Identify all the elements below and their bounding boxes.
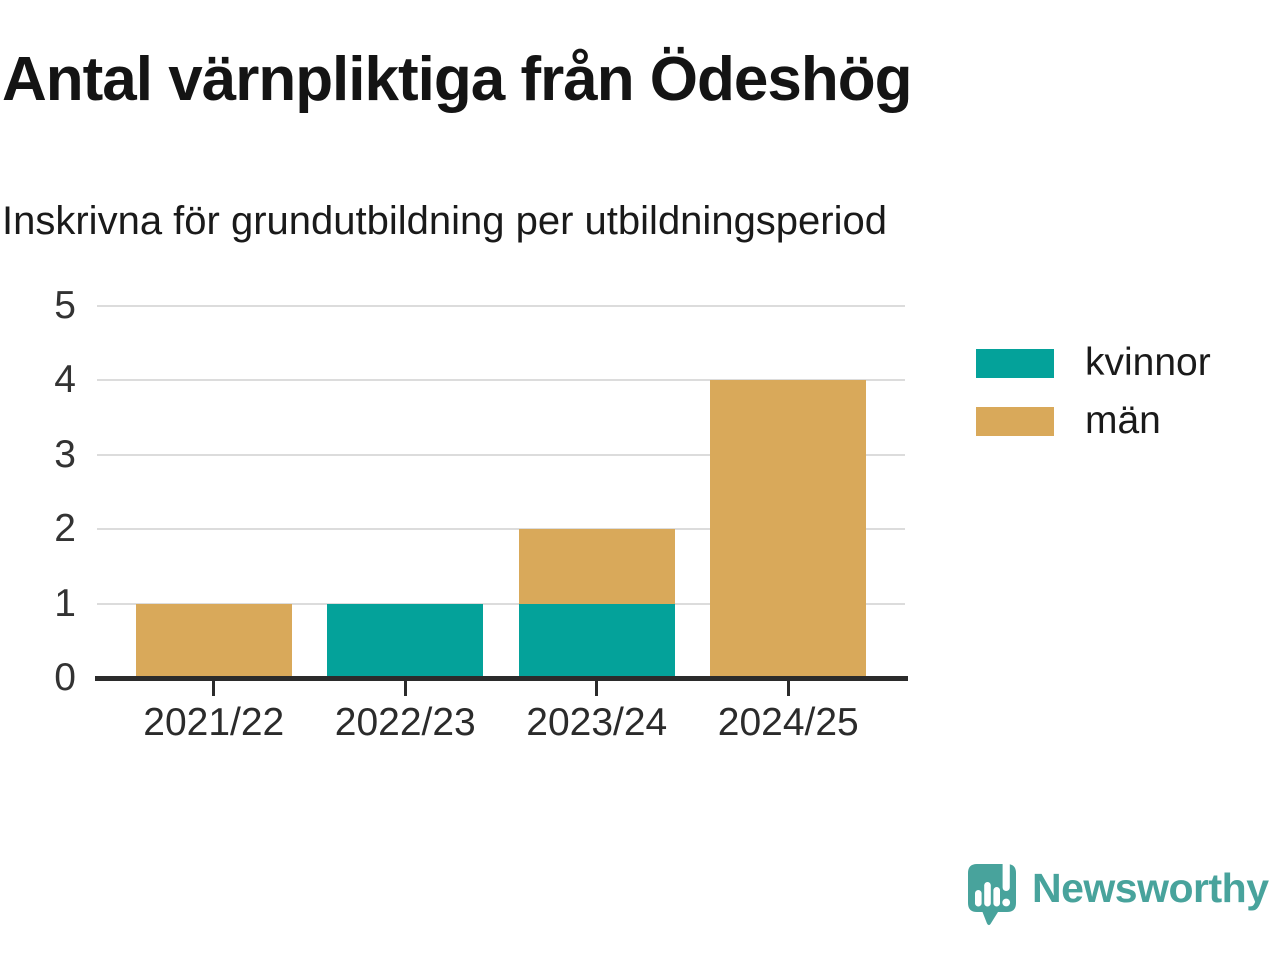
legend-label-män: män xyxy=(1085,399,1161,442)
bar-kvinnor-2022/23 xyxy=(327,603,484,678)
legend-item-män: män xyxy=(976,399,1211,443)
x-tick-2022/23 xyxy=(403,681,407,696)
x-tick-label: 2021/22 xyxy=(143,701,285,744)
x-tick-label: 2024/25 xyxy=(717,701,859,744)
y-tick-label: 2 xyxy=(54,507,76,551)
legend-swatch-kvinnor xyxy=(976,348,1054,378)
gridline-y-3 xyxy=(97,453,905,456)
gridline-y-1 xyxy=(97,602,905,605)
chart-subtitle: Inskrivna för grundutbildning per utbild… xyxy=(2,199,887,243)
gridline-y-4 xyxy=(97,379,905,382)
newsworthy-logo-icon xyxy=(968,860,1016,926)
y-tick-label: 5 xyxy=(54,284,76,327)
bar-män-2023/24 xyxy=(518,529,675,604)
gridline-y-2 xyxy=(97,528,905,531)
bar-män-2024/25 xyxy=(710,380,867,678)
x-tick-2024/25 xyxy=(786,681,790,696)
legend-item-kvinnor: kvinnor xyxy=(976,341,1211,385)
y-tick-label: 3 xyxy=(54,432,76,476)
x-tick-2023/24 xyxy=(595,681,599,696)
legend: kvinnor män xyxy=(976,341,1211,443)
y-tick-label: 0 xyxy=(54,656,76,699)
x-tick-2021/22 xyxy=(212,681,216,696)
chart-title: Antal värnpliktiga från Ödeshög xyxy=(2,45,912,114)
legend-swatch-män xyxy=(976,406,1054,436)
legend-label-kvinnor: kvinnor xyxy=(1085,341,1211,384)
bar-män-2021/22 xyxy=(135,603,292,678)
gridline-y-5 xyxy=(97,305,905,307)
x-tick-label: 2022/23 xyxy=(334,701,476,744)
x-axis-line xyxy=(95,676,908,681)
brand-name: Newsworthy xyxy=(1032,865,1269,911)
bar-kvinnor-2023/24 xyxy=(518,603,675,678)
y-tick-label: 1 xyxy=(54,581,76,625)
x-tick-label: 2023/24 xyxy=(526,701,668,744)
y-tick-label: 4 xyxy=(54,358,76,402)
brand-logo: Newsworthy xyxy=(966,860,1269,926)
